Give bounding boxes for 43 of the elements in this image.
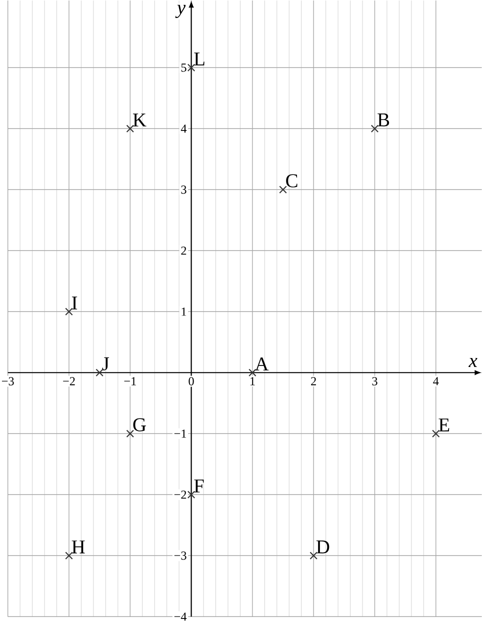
y-axis-title: y <box>175 4 186 18</box>
y-tick-label: 2 <box>181 246 186 255</box>
annotation: J <box>102 357 109 370</box>
y-tick-label: 4 <box>180 124 186 133</box>
point <box>370 124 378 133</box>
annotation: B <box>377 114 389 126</box>
x-tick-label: 1 <box>250 377 255 386</box>
x-tick-label: −2 <box>62 377 75 386</box>
annotation: F <box>194 480 204 492</box>
x-axis-title: x <box>468 358 478 367</box>
annotation: G <box>133 418 146 432</box>
annotation: E <box>438 418 449 432</box>
x-tick-label: 3 <box>372 377 378 386</box>
annotation: D <box>316 540 330 554</box>
annotation: C <box>286 174 298 188</box>
x-tick-label: 0 <box>188 377 194 386</box>
point <box>187 64 196 72</box>
point <box>64 308 73 316</box>
y-tick-label: 5 <box>181 64 186 72</box>
y-tick-label: −4 <box>174 612 186 621</box>
annotation: A <box>254 357 269 370</box>
y-tick-label: 3 <box>181 186 186 194</box>
y-tick-label: 1 <box>182 308 186 316</box>
point <box>310 552 318 560</box>
annotation: L <box>194 52 204 66</box>
point <box>248 368 256 377</box>
annotation: H <box>72 540 85 554</box>
y-tick-label: −1 <box>174 430 186 438</box>
point <box>126 430 134 438</box>
point <box>187 490 196 499</box>
point <box>278 186 287 194</box>
x-tick-label: −3 <box>2 377 14 386</box>
point <box>64 552 73 560</box>
y-tick-label: −3 <box>174 552 186 560</box>
x-tick-label: −1 <box>124 377 136 386</box>
point <box>432 430 440 438</box>
point <box>96 368 104 377</box>
point <box>126 124 134 133</box>
x-tick-label: 2 <box>310 377 316 386</box>
annotation: I <box>72 296 77 310</box>
y-tick-label: −2 <box>174 490 186 499</box>
annotation: K <box>132 114 146 126</box>
x-tick-label: 4 <box>432 377 439 386</box>
